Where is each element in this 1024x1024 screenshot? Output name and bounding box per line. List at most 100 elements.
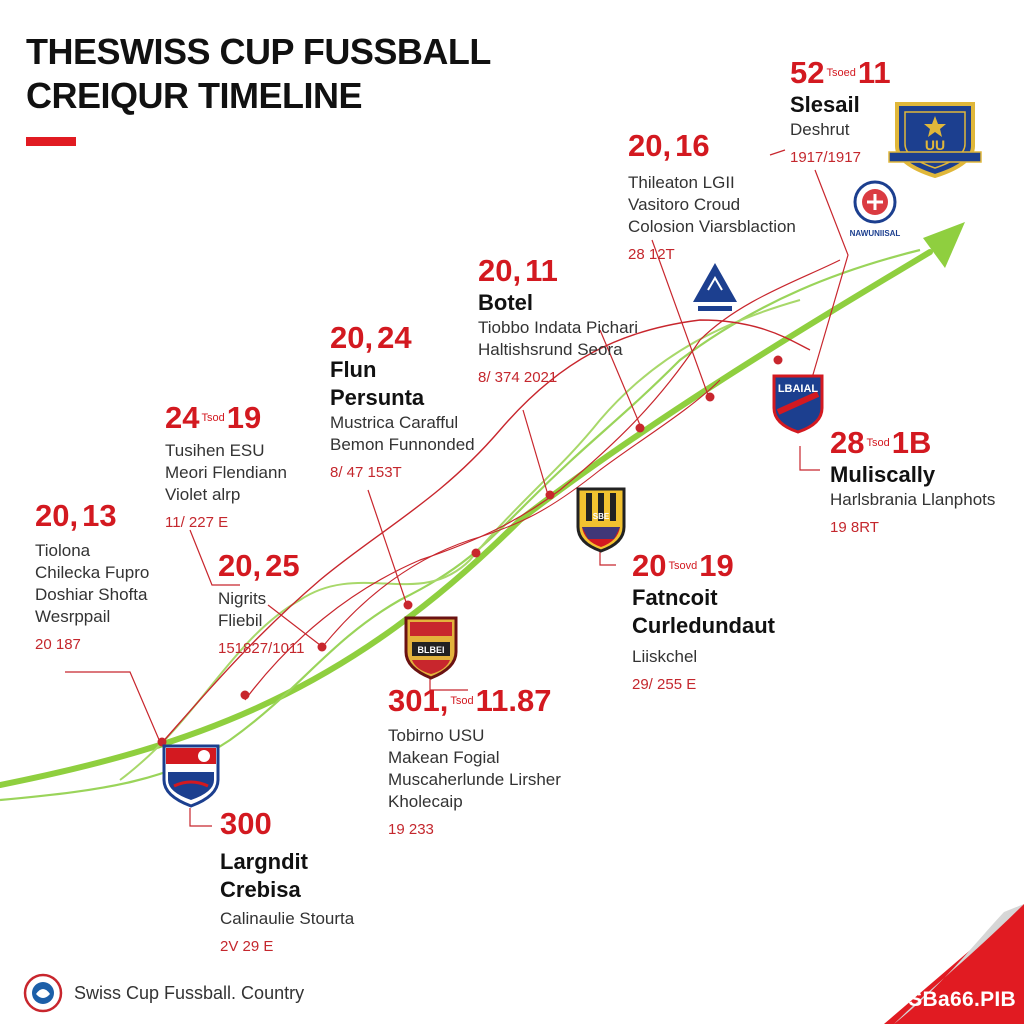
event-2024: 20, 24 Flun Persunta Mustrica Carafful Be…	[330, 320, 475, 481]
event-line: Liiskchel	[632, 647, 698, 666]
crest-label: NAWUNIISAL	[850, 229, 901, 238]
node-marker	[317, 642, 327, 652]
event-year: 20 Tsovd19	[632, 548, 734, 583]
node-marker	[635, 423, 645, 433]
event-date: 8/ 47 153T	[330, 464, 402, 481]
red-curve-1	[159, 319, 811, 746]
footer: Swiss Cup Fussball. Country	[22, 972, 304, 1014]
event-line: Tusihen ESU	[165, 441, 265, 460]
event-date: 20 187	[35, 636, 81, 653]
event-year: 300	[220, 806, 272, 841]
event-line: Makean Fogial	[388, 748, 500, 767]
event-2011: 20, 11 Botel Tiobbo Indata Pichari Haltis…	[478, 253, 638, 386]
event-date: 29/ 255 E	[632, 676, 697, 693]
node-marker	[773, 355, 783, 365]
node-marker	[471, 548, 481, 558]
event-line: Tiobbo Indata Pichari	[478, 318, 639, 337]
event-date: 1917/1917	[790, 149, 861, 166]
connector-2011	[599, 329, 641, 426]
event-line: Thileaton LGII	[628, 173, 735, 192]
crest-label: BLBEI	[418, 645, 445, 655]
title-line-2: CREIQUR TIMELINE	[26, 75, 363, 116]
event-line: Fliebil	[218, 611, 263, 630]
event-2419: 24 Tsod19 Tusihen ESU Meori Flendiann Vio…	[165, 400, 287, 531]
connector-301	[429, 676, 468, 691]
event-name: Muliscally	[830, 462, 936, 487]
event-line: Tiolona	[35, 541, 91, 560]
footer-logo-icon	[23, 973, 63, 1013]
event-year: 28 Tsod1B	[830, 425, 932, 460]
event-2016: 20, 16 Thileaton LGII Vasitoro Croud Colo…	[628, 128, 796, 263]
red-curve-2	[244, 259, 841, 701]
node-marker	[705, 392, 715, 402]
connector-2819	[799, 446, 820, 471]
footer-text: Swiss Cup Fussball. Country	[74, 982, 305, 1003]
event-year: 20, 13	[35, 498, 117, 533]
event-line: Kholecaip	[388, 792, 463, 811]
event-line: Mustrica Carafful	[330, 413, 459, 432]
node-marker	[545, 490, 555, 500]
event-2019: 20 Tsovd19 Fatncoit Curledundaut Liiskche…	[632, 548, 802, 693]
node-marker	[157, 737, 167, 747]
event-year: 20, 24	[330, 320, 412, 355]
event-2025: 20, 25 Nigrits Fliebil 151827/1011	[218, 548, 304, 657]
title-line-1: THESWISS CUP FUSSBALL	[26, 31, 491, 72]
event-date: 19 8RT	[830, 519, 879, 536]
event-year: 20, 11	[478, 253, 558, 288]
connector-1911b	[811, 169, 849, 379]
page-title: THESWISS CUP FUSSBALL CREIQUR TIMELINE	[26, 30, 491, 118]
event-name: Fatncoit Curledundaut	[632, 585, 775, 638]
crest-label: UU	[925, 137, 945, 153]
event-300: 300 Largndit Crebisa Calinaulie Stourta …	[220, 806, 354, 955]
connector-2024	[367, 489, 407, 603]
event-line: Nigrits	[218, 589, 267, 608]
event-year: 52 Tsoed11	[790, 55, 891, 90]
connector-2025	[267, 604, 321, 646]
event-year: 301, Tsod11.87	[388, 683, 552, 718]
event-line: Violet alrp	[165, 485, 241, 504]
red-curve-3	[319, 379, 721, 651]
event-year: 20, 16	[628, 128, 710, 163]
connector-2013	[65, 671, 161, 743]
event-2013: 20, 13 Tiolona Chilecka Fupro Doshiar Sho…	[35, 498, 149, 653]
connector-mid	[522, 409, 549, 496]
event-301: 301, Tsod11.87 Tobirno USU Makean Fogial …	[388, 683, 561, 838]
blue-gold-crest-icon: UU	[888, 102, 982, 178]
event-line: Colosion Viarsblaction	[628, 217, 796, 236]
event-line: Deshrut	[790, 120, 850, 139]
title-accent-bar	[26, 137, 76, 146]
node-marker	[240, 690, 250, 700]
red-yellow-crest-icon: BLBEI	[404, 616, 458, 680]
event-line: Wesrppail	[35, 607, 111, 626]
event-2819: 28 Tsod1B Muliscally Harlsbrania Llanphot…	[830, 425, 995, 536]
navy-white-red-crest-icon	[162, 744, 220, 808]
event-line: Muscaherlunde Lirsher	[388, 770, 561, 789]
connector-2016	[651, 239, 709, 396]
event-line: Vasitoro Croud	[628, 195, 741, 214]
round-blue-crest-icon: NAWUNIISAL	[850, 180, 901, 238]
connector-2419	[189, 529, 240, 586]
event-line: Harlsbrania Llanphots	[830, 490, 996, 509]
node-marker	[403, 600, 413, 610]
event-date: 8/ 374 2021	[478, 369, 558, 386]
event-line: Bemon Funnonded	[330, 435, 475, 454]
connector-1911a	[769, 149, 786, 156]
event-line: Meori Flendiann	[165, 463, 287, 482]
connector-300	[189, 808, 212, 827]
event-name: Largndit Crebisa	[220, 849, 308, 902]
event-date: 11/ 227 E	[165, 514, 229, 531]
event-line: Doshiar Shofta	[35, 585, 148, 604]
event-date: 28 12T	[628, 246, 675, 263]
event-line: Haltishsrund Seora	[478, 340, 623, 359]
event-year: 24 Tsod19	[165, 400, 262, 435]
yellow-black-stripes-crest-icon: SBE	[576, 487, 626, 553]
event-name: Botel	[478, 290, 533, 315]
event-date: 151827/1011	[218, 640, 305, 657]
tertiary-trend-line	[119, 299, 801, 781]
trend-arrow-head	[923, 222, 965, 268]
event-line: Calinaulie Stourta	[220, 909, 355, 928]
event-name: Flun Persunta	[330, 357, 425, 410]
event-date: 19 233	[388, 821, 434, 838]
main-trend-line	[0, 249, 933, 788]
